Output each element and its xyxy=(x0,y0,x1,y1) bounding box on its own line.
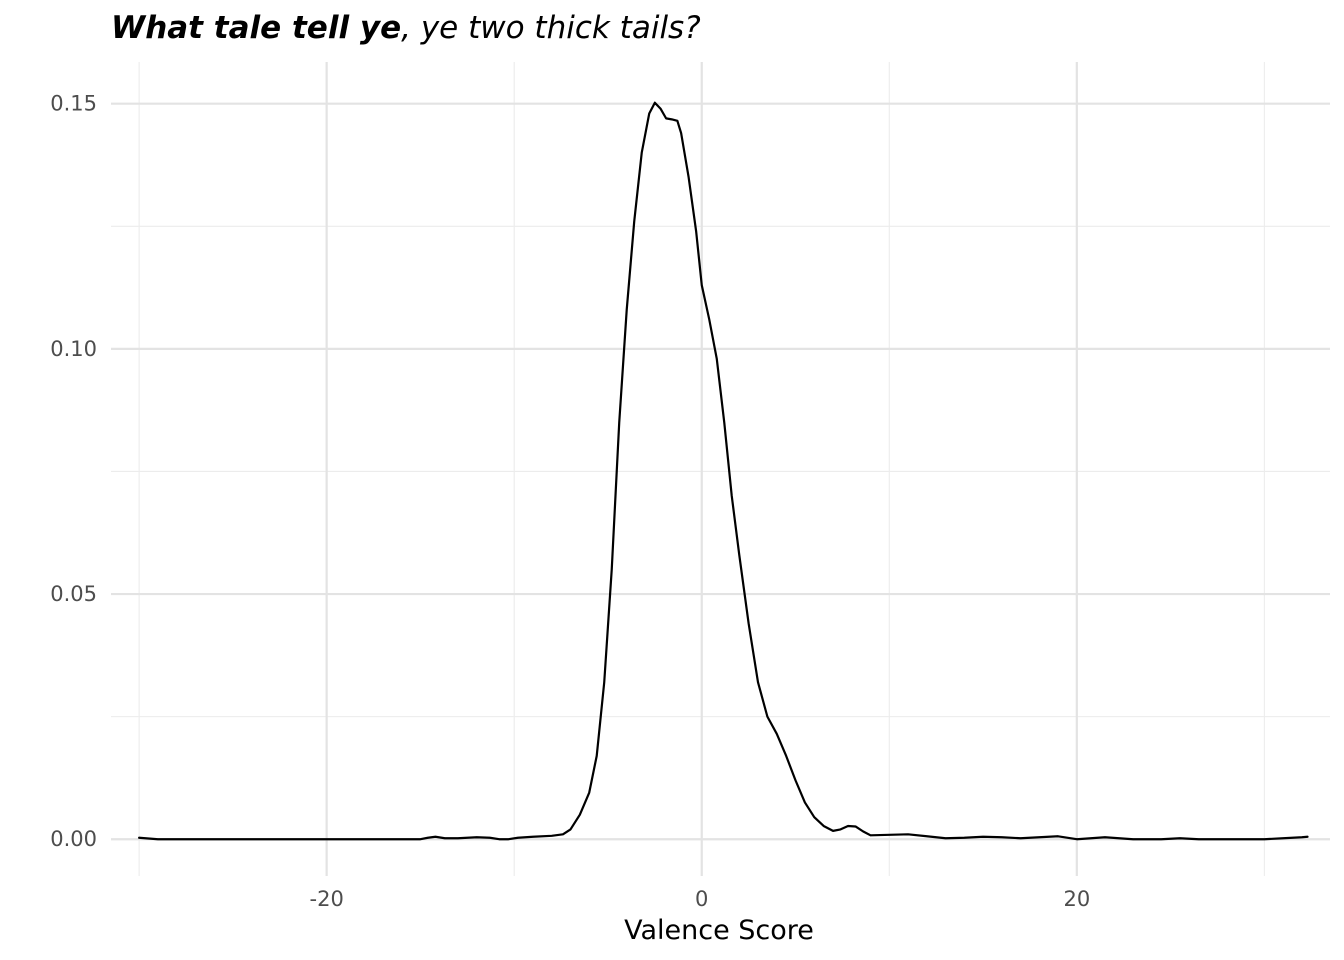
y-tick-label: 0.05 xyxy=(50,582,97,606)
y-tick-label: 0.10 xyxy=(50,337,97,361)
y-tick-label: 0.00 xyxy=(50,827,97,851)
y-axis-tick-labels: 0.00 0.05 0.10 0.15 xyxy=(50,92,97,852)
x-tick-label: -20 xyxy=(310,887,344,911)
minor-gridlines xyxy=(111,62,1330,876)
y-tick-label: 0.15 xyxy=(50,92,97,116)
x-axis-label: Valence Score xyxy=(624,915,814,946)
density-curve xyxy=(138,101,1309,841)
x-axis-tick-labels: -20 0 20 xyxy=(310,887,1091,911)
chart-title: What tale tell ye, ye two thick tails? xyxy=(111,10,701,46)
major-gridlines xyxy=(111,62,1330,876)
x-tick-label: 20 xyxy=(1063,887,1090,911)
chart-title-bold: What tale tell ye xyxy=(111,10,401,46)
x-tick-label: 0 xyxy=(695,887,708,911)
chart-title-rest: , ye two thick tails? xyxy=(401,10,701,46)
